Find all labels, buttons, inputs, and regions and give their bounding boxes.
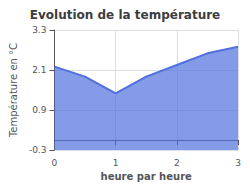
- svg-text:0: 0: [52, 158, 58, 168]
- svg-text:2.1: 2.1: [32, 65, 46, 75]
- svg-text:1: 1: [113, 158, 119, 168]
- svg-text:2: 2: [174, 158, 180, 168]
- svg-text:3: 3: [235, 158, 241, 168]
- svg-text:Evolution de la température: Evolution de la température: [30, 8, 221, 22]
- svg-text:0.9: 0.9: [32, 105, 47, 115]
- svg-text:-0.3: -0.3: [29, 145, 47, 155]
- svg-text:Température en °C: Température en °C: [8, 43, 19, 138]
- svg-text:3.3: 3.3: [32, 25, 46, 35]
- svg-text:heure par heure: heure par heure: [101, 171, 192, 182]
